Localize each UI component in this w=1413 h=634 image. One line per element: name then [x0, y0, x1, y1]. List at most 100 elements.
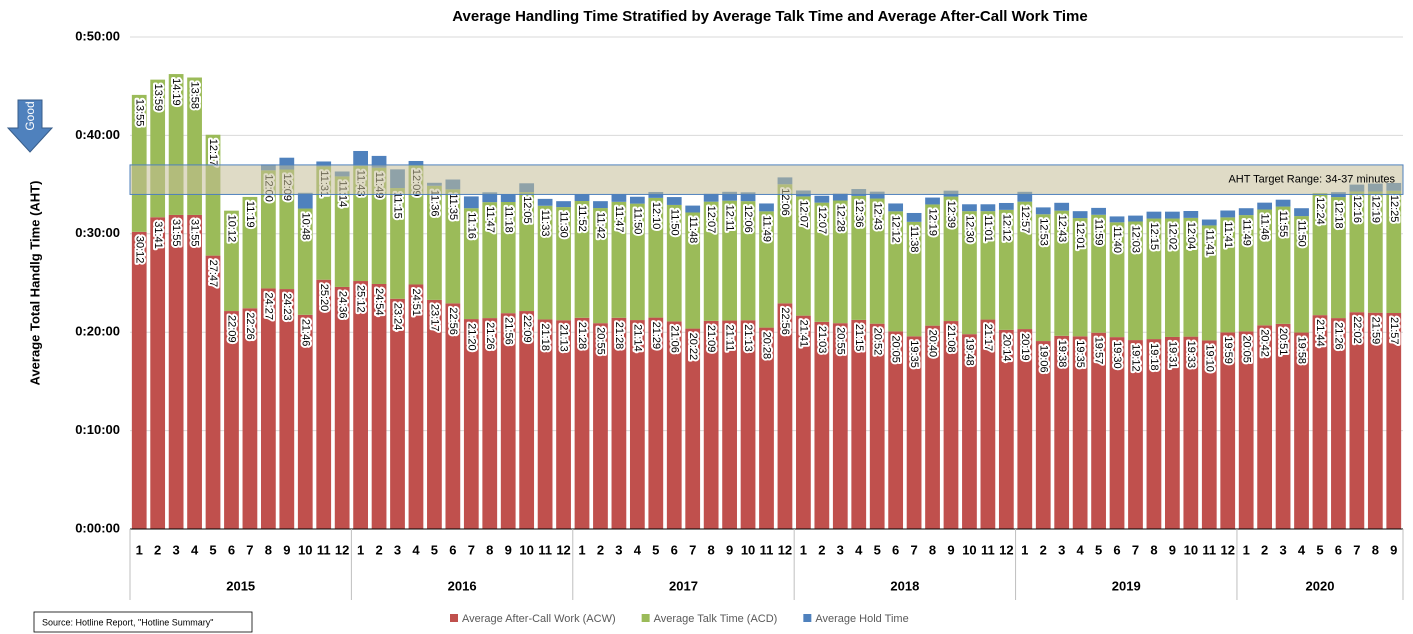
value-label: 21:46	[299, 319, 311, 347]
bar-segment	[611, 201, 627, 318]
bar-segment	[1275, 323, 1291, 529]
value-label: 12:18	[1333, 201, 1345, 229]
value-label: 19:38	[1056, 340, 1068, 368]
bar-segment	[814, 195, 830, 203]
x-tick-label: 8	[1150, 542, 1157, 557]
x-tick-label: 7	[689, 542, 696, 557]
value-label: 20:14	[1000, 334, 1012, 362]
x-tick-label: 10	[1184, 542, 1198, 557]
value-label: 12:12	[1000, 214, 1012, 242]
bar-segment	[962, 334, 977, 529]
value-label: 11:38	[908, 226, 920, 253]
group-label: 2019	[1112, 578, 1141, 593]
x-tick-label: 3	[837, 542, 844, 557]
bar-segment	[703, 201, 719, 321]
value-label: 21:44	[1314, 319, 1326, 347]
value-label: 19:06	[1037, 345, 1049, 373]
arrow-shape	[6, 99, 54, 153]
value-label: 12:39	[945, 201, 957, 229]
x-tick-label: 7	[1132, 542, 1139, 557]
value-label: 23:24	[392, 303, 404, 331]
x-tick-label: 10	[741, 542, 755, 557]
bar-segment	[888, 331, 904, 529]
value-label: 30:12	[133, 236, 145, 264]
bar-segment	[1091, 332, 1106, 529]
value-label: 12:19	[927, 208, 939, 236]
bar-segment	[666, 197, 682, 205]
value-label: 19:33	[1185, 341, 1197, 369]
group-label: 2018	[890, 578, 919, 593]
y-tick-label: 0:00:00	[75, 520, 120, 535]
bar-segment	[1294, 332, 1309, 529]
value-label: 20:22	[687, 333, 699, 361]
bar-segment	[1367, 191, 1383, 313]
x-tick-label: 10	[519, 542, 533, 557]
bar-segment	[463, 208, 479, 320]
value-label: 24:36	[336, 291, 348, 319]
x-tick-label: 5	[874, 542, 881, 557]
bar-segment	[1386, 190, 1402, 314]
x-tick-label: 9	[947, 542, 954, 557]
x-tick-label: 4	[412, 542, 420, 557]
value-label: 19:35	[908, 340, 920, 368]
bar-segment	[1275, 199, 1291, 207]
bar-segment	[611, 193, 627, 202]
y-tick-label: 0:50:00	[75, 28, 120, 43]
value-label: 12:43	[871, 203, 883, 231]
value-label: 20:52	[871, 328, 883, 356]
value-label: 21:20	[465, 323, 477, 351]
value-label: 19:35	[1074, 340, 1086, 368]
value-label: 12:10	[650, 202, 662, 230]
bar-segment	[943, 196, 959, 322]
value-label: 22:56	[447, 307, 459, 335]
bar-segment	[1220, 210, 1236, 218]
legend-swatch	[450, 614, 458, 622]
bar-segment	[869, 198, 885, 324]
bar-segment	[297, 208, 313, 315]
bar-segment	[722, 191, 737, 201]
x-tick-label: 3	[1058, 542, 1065, 557]
target-band-label: AHT Target Range: 34-37 minutes	[1228, 174, 1395, 186]
value-label: 12:19	[1369, 195, 1381, 223]
bar-segment	[998, 202, 1014, 210]
group-label: 2017	[669, 578, 698, 593]
bar-segment	[740, 192, 756, 202]
value-label: 21:11	[724, 325, 736, 352]
value-label: 20:51	[1277, 328, 1289, 356]
value-label: 11:35	[447, 193, 459, 220]
value-label: 12:06	[742, 205, 754, 233]
value-label: 21:06	[668, 325, 680, 353]
x-tick-label: 6	[228, 542, 235, 557]
value-label: 21:28	[576, 322, 588, 350]
bar-segment	[353, 281, 368, 529]
value-label: 11:18	[502, 206, 514, 233]
bar-segment	[962, 211, 977, 335]
value-label: 11:16	[465, 212, 477, 239]
bar-segment	[445, 189, 461, 304]
value-label: 12:15	[1148, 223, 1160, 251]
x-tick-label: 11	[317, 542, 331, 557]
bar-segment	[666, 204, 682, 322]
bar-segment	[869, 191, 885, 199]
value-label: 11:30	[558, 211, 570, 238]
value-label: 20:55	[595, 327, 607, 355]
bar-segment	[1183, 217, 1199, 337]
bar-segment	[1165, 218, 1180, 337]
x-tick-label: 7	[468, 542, 475, 557]
bar-segment	[1109, 216, 1125, 223]
x-tick-label: 5	[1095, 542, 1102, 557]
bar-segment	[1091, 214, 1106, 333]
value-label: 11:33	[539, 210, 551, 237]
bar-segment	[1220, 217, 1236, 333]
bar-segment	[980, 204, 996, 212]
x-tick-label: 5	[652, 542, 659, 557]
value-label: 21:26	[1333, 322, 1345, 350]
bar-segment	[187, 214, 202, 529]
bar-segment	[1201, 225, 1217, 341]
bar-segment	[482, 318, 498, 529]
bar-segment	[593, 201, 608, 209]
bar-segment	[832, 323, 848, 529]
bar-segment	[998, 329, 1014, 529]
bar-segment	[740, 320, 756, 529]
x-tick-label: 4	[1298, 542, 1306, 557]
